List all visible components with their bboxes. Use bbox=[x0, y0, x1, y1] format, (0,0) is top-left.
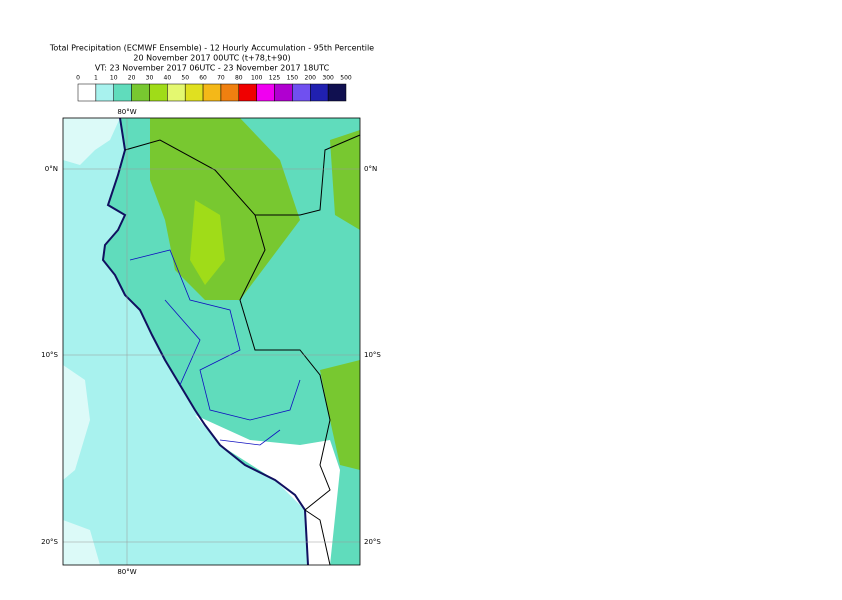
legend-label: 150 bbox=[287, 75, 299, 82]
lon-label: 80°W bbox=[117, 568, 136, 576]
legend-swatch bbox=[95, 83, 114, 102]
legend-label: 125 bbox=[269, 75, 281, 82]
legend-label: 200 bbox=[305, 75, 317, 82]
legend-swatch bbox=[292, 83, 311, 102]
legend-swatch bbox=[238, 83, 257, 102]
legend-label: 30 bbox=[146, 75, 154, 82]
legend-swatch bbox=[184, 83, 204, 102]
map-frame bbox=[62, 117, 361, 566]
legend-label: 70 bbox=[217, 75, 225, 82]
legend-label: 10 bbox=[110, 75, 118, 82]
coastline bbox=[101, 117, 309, 566]
country-borders bbox=[124, 134, 361, 566]
dry-land bbox=[195, 415, 340, 565]
subtitle: 20 November 2017 00UTC (t+78,t+90) bbox=[133, 54, 290, 63]
legend-swatch bbox=[149, 83, 168, 102]
map bbox=[62, 117, 361, 566]
valid-time: VT: 23 November 2017 06UTC - 23 November… bbox=[95, 64, 330, 73]
legend-label: 0 bbox=[76, 75, 80, 82]
legend-swatch bbox=[274, 83, 293, 102]
wet-region-east bbox=[320, 130, 360, 470]
legend-label: 100 bbox=[251, 75, 263, 82]
dry-ocean bbox=[63, 118, 120, 565]
wetter-region bbox=[190, 200, 225, 285]
legend-label: 50 bbox=[181, 75, 189, 82]
legend-swatch bbox=[202, 83, 222, 102]
legend-label: 60 bbox=[199, 75, 207, 82]
legend-label: 1 bbox=[94, 75, 98, 82]
legend-swatch bbox=[256, 83, 275, 102]
legend-swatch bbox=[131, 83, 150, 102]
region-borders bbox=[129, 249, 301, 446]
legend-label: 500 bbox=[340, 75, 352, 82]
legend-swatch bbox=[220, 83, 240, 102]
lat-label: 10°S bbox=[364, 351, 381, 359]
legend-swatch bbox=[77, 83, 97, 102]
legend-swatch bbox=[327, 83, 347, 102]
lat-label: 10°S bbox=[41, 351, 58, 359]
lat-label: 20°S bbox=[41, 538, 58, 546]
legend-swatch bbox=[113, 83, 132, 102]
legend-label: 20 bbox=[128, 75, 136, 82]
legend-label: 80 bbox=[235, 75, 243, 82]
legend-swatch bbox=[167, 83, 186, 102]
lat-label: 20°S bbox=[364, 538, 381, 546]
legend-label: 40 bbox=[164, 75, 172, 82]
lat-label: 0°N bbox=[45, 165, 58, 173]
legend: 0 1 10 20 30 40 50 60 70 80 100 125 150 200 300 500 bbox=[76, 75, 352, 102]
lat-label: 0°N bbox=[364, 165, 377, 173]
lon-label: 80°W bbox=[117, 108, 136, 116]
title: Total Precipitation (ECMWF Ensemble) - 1… bbox=[49, 44, 374, 53]
legend-swatch bbox=[310, 83, 329, 102]
legend-label: 300 bbox=[322, 75, 334, 82]
